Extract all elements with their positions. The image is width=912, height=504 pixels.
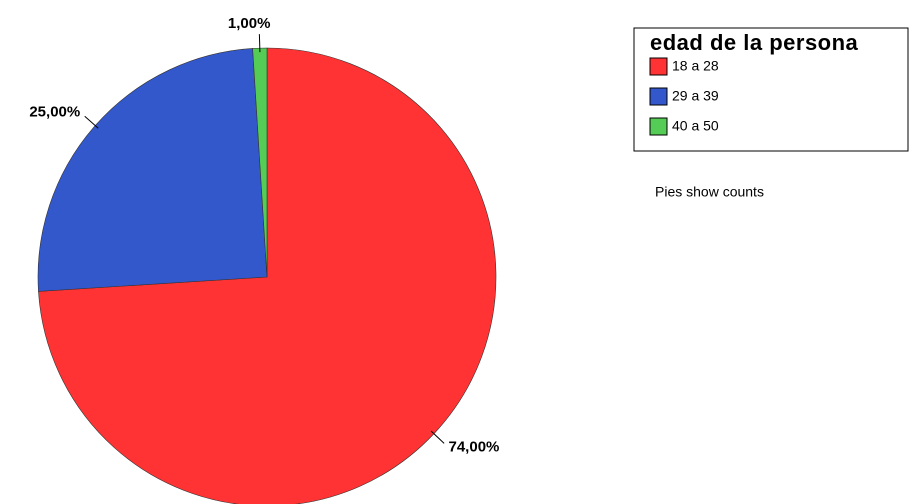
leader-line: [84, 115, 99, 129]
legend-box: [633, 27, 909, 152]
legend-title: edad de la persona: [650, 30, 859, 55]
data-label: 25,00%: [29, 103, 80, 120]
legend-label: 40 a 50: [672, 118, 719, 134]
legend-label: 29 a 39: [672, 88, 719, 104]
data-label: 74,00%: [449, 438, 500, 455]
data-label: 1,00%: [228, 15, 271, 32]
legend-swatch: [649, 117, 668, 136]
leader-line: [258, 34, 261, 53]
legend-label: 18 a 28: [672, 58, 719, 74]
legend-swatch: [649, 87, 668, 106]
pie-slice: [37, 48, 268, 292]
legend-swatch: [649, 57, 668, 76]
leader-line: [430, 430, 445, 444]
note: Pies show counts: [655, 184, 764, 200]
